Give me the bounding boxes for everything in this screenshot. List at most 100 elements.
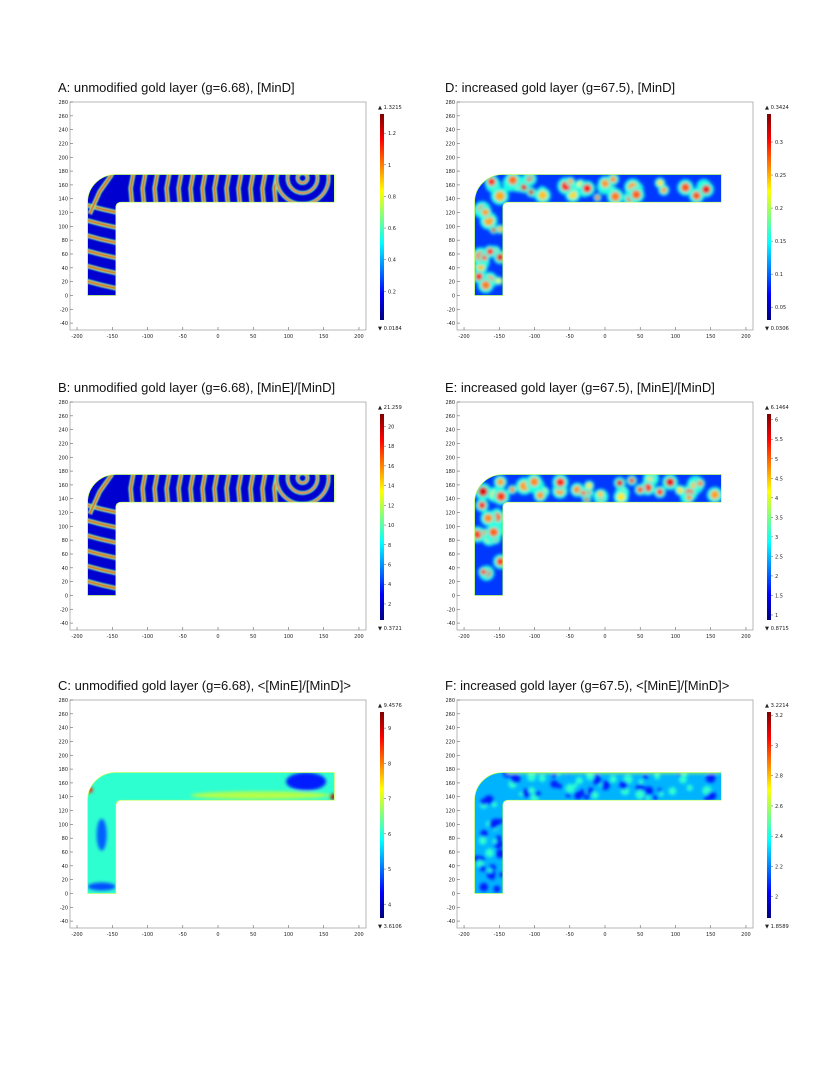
spot-core	[610, 176, 617, 183]
y-tick-label: 220	[445, 441, 455, 447]
y-tick-label: 100	[58, 224, 68, 230]
y-tick-label: 260	[445, 712, 455, 718]
mottle-spot	[573, 783, 578, 788]
colorbar-tick-label: 0.05	[775, 305, 786, 311]
field-region	[87, 174, 335, 296]
panel-title: E: increased gold layer (g=67.5), [MinE]…	[445, 380, 715, 395]
y-tick-label: 80	[449, 538, 455, 544]
y-tick-label: 260	[445, 414, 455, 420]
x-tick-label: 150	[319, 334, 329, 340]
field-region	[474, 772, 722, 894]
y-tick-label: -20	[60, 307, 68, 313]
panel-title: B: unmodified gold layer (g=6.68), [MinE…	[58, 380, 336, 395]
mottle-spot	[658, 791, 664, 797]
x-tick-label: -200	[458, 334, 469, 340]
spot-core	[483, 513, 493, 523]
x-tick-label: -150	[107, 634, 118, 640]
wave-band-core	[89, 474, 113, 515]
spot-core	[476, 263, 485, 272]
colorbar-tick-label: 3	[775, 535, 778, 541]
spot-core	[496, 478, 505, 486]
colorbar-tick-label: 0.2	[775, 206, 783, 212]
x-tick-label: 50	[637, 634, 643, 640]
y-tick-label: 280	[445, 400, 455, 406]
field-background	[87, 474, 335, 596]
panel-title: D: increased gold layer (g=67.5), [MinD]	[445, 80, 676, 95]
mottle-spot	[493, 885, 501, 893]
y-tick-label: 180	[445, 469, 455, 475]
x-tick-label: -100	[529, 634, 540, 640]
wave-band-core	[213, 474, 218, 504]
ring-core	[286, 474, 319, 494]
colorbar-max-label: ▲ 0.3424	[765, 105, 789, 111]
y-tick-label: 0	[65, 593, 68, 599]
y-tick-label: 100	[58, 822, 68, 828]
mottle-spot	[538, 774, 547, 783]
y-tick-label: 220	[58, 441, 68, 447]
mottle-spot	[668, 787, 677, 796]
low-region	[96, 818, 107, 851]
spot-core	[580, 490, 587, 496]
spot-core	[656, 488, 664, 496]
spot-core	[496, 278, 502, 284]
y-tick-label: 260	[58, 414, 68, 420]
wave-band-core	[225, 174, 230, 204]
spot-core	[665, 477, 675, 487]
y-tick-label: 220	[58, 739, 68, 745]
y-tick-label: -20	[60, 607, 68, 613]
x-tick-label: -150	[107, 334, 118, 340]
x-tick-label: 200	[741, 634, 751, 640]
mottle-spot	[528, 787, 535, 794]
spot-core	[480, 568, 487, 575]
wave-band-core	[130, 474, 134, 504]
high-band	[190, 791, 331, 800]
x-tick-label: 0	[603, 334, 606, 340]
mottle-spot	[556, 783, 561, 789]
y-tick-label: -40	[60, 321, 68, 327]
wave-band-core	[87, 265, 118, 274]
heatmap-plot: -40-200204060801001201401601802002202402…	[58, 698, 401, 938]
spot-core	[616, 479, 624, 487]
x-tick-label: 50	[250, 634, 256, 640]
spot-core	[496, 253, 505, 262]
spot-core	[478, 486, 488, 497]
y-tick-label: 20	[62, 878, 68, 884]
y-tick-label: 200	[58, 753, 68, 759]
x-tick-label: 100	[671, 334, 681, 340]
colorbar	[767, 712, 771, 918]
x-tick-label: -50	[566, 634, 574, 640]
y-tick-label: 120	[58, 511, 68, 517]
y-tick-label: 160	[58, 483, 68, 489]
mottle-spot	[609, 775, 617, 783]
mottle-spot	[652, 795, 658, 801]
x-tick-label: 150	[706, 634, 716, 640]
colorbar	[380, 114, 384, 320]
colorbar-tick-label: 6	[775, 418, 778, 424]
wave-band-core	[142, 174, 146, 204]
x-tick-label: 0	[603, 634, 606, 640]
y-tick-label: 0	[65, 891, 68, 897]
y-tick-label: 180	[58, 767, 68, 773]
spot-core	[494, 191, 505, 202]
domain-outline	[87, 174, 335, 296]
colorbar	[767, 414, 771, 620]
mottle-spot	[479, 865, 486, 872]
x-tick-label: -200	[71, 334, 82, 340]
mottle-spot	[489, 819, 499, 829]
spot-core	[478, 501, 486, 510]
x-tick-label: -50	[179, 932, 187, 938]
x-tick-label: 200	[354, 634, 364, 640]
wave-band-core	[166, 174, 170, 204]
colorbar-min-label: ▼ 1.8589	[765, 924, 789, 930]
x-tick-label: 100	[284, 334, 294, 340]
y-tick-label: 240	[445, 428, 455, 434]
y-tick-label: 160	[445, 483, 455, 489]
y-tick-label: 260	[445, 114, 455, 120]
spot-core	[636, 486, 644, 493]
peak-spot	[329, 793, 335, 800]
mottle-spot	[592, 776, 602, 785]
x-tick-label: -150	[494, 634, 505, 640]
y-tick-label: 80	[449, 836, 455, 842]
heatmap-plot: -40-200204060801001201401601802002202402…	[445, 698, 789, 938]
x-tick-label: 50	[250, 334, 256, 340]
